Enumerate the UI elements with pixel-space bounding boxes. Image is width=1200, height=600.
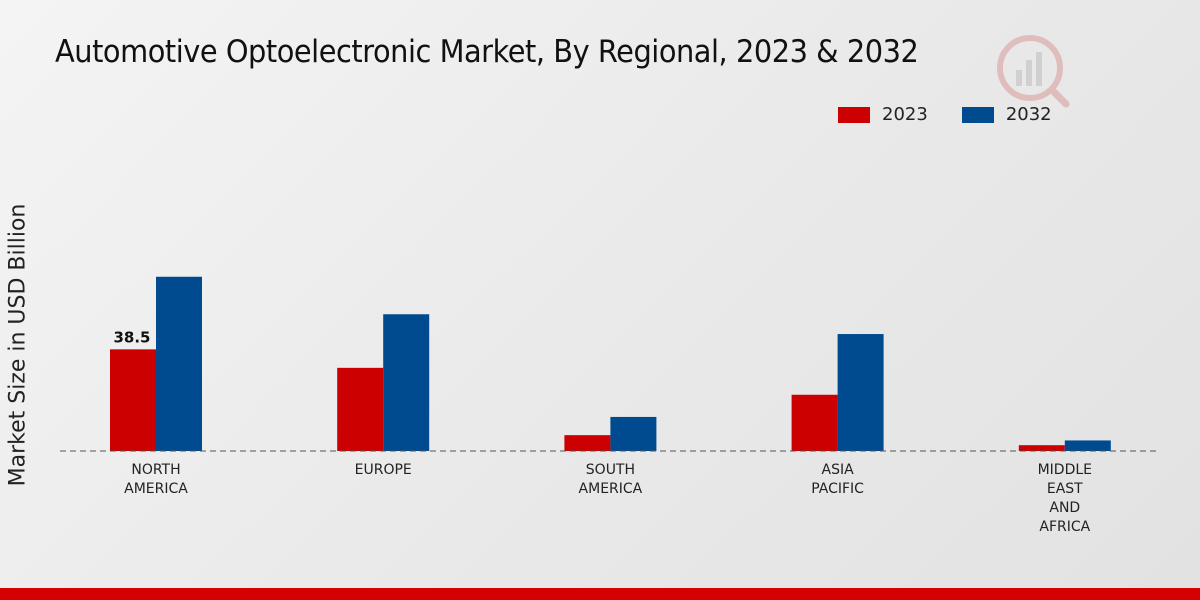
x-tick-label-2: SOUTH AMERICA bbox=[579, 462, 643, 497]
legend-swatch-2023 bbox=[838, 106, 870, 123]
chart-title: Automotive Optoelectronic Market, By Reg… bbox=[55, 34, 919, 70]
bar-2032-4 bbox=[1064, 440, 1111, 451]
bar-2023-3 bbox=[791, 394, 838, 451]
bar-2032-2 bbox=[610, 416, 657, 451]
legend-swatch-2032 bbox=[961, 106, 994, 123]
x-tick-label-4: MIDDLE EAST AND AFRICA bbox=[1038, 462, 1092, 535]
bar-2032-0 bbox=[156, 276, 202, 451]
legend-label-2032: 2032 bbox=[1005, 104, 1052, 125]
footer-bar bbox=[0, 588, 1200, 600]
bar-2023-2 bbox=[564, 435, 611, 451]
x-tick-label-1: EUROPE bbox=[355, 462, 412, 478]
bar-2023-1 bbox=[337, 367, 384, 451]
bar-2032-1 bbox=[383, 314, 430, 451]
bar-2023-4 bbox=[1018, 445, 1065, 451]
x-tick-label-3: ASIA PACIFIC bbox=[811, 462, 864, 497]
legend: 2023 2032 bbox=[838, 104, 1086, 125]
bar-2032-3 bbox=[837, 334, 884, 451]
bar-2023-0 bbox=[110, 349, 156, 451]
data-label-0: 38.5 bbox=[113, 328, 150, 346]
x-tick-label-0: NORTH AMERICA bbox=[124, 462, 188, 497]
brand-logo-icon bbox=[997, 35, 1070, 108]
legend-item-2032: 2032 bbox=[961, 104, 1052, 125]
legend-item-2023: 2023 bbox=[838, 104, 928, 125]
legend-label-2023: 2023 bbox=[882, 104, 928, 125]
